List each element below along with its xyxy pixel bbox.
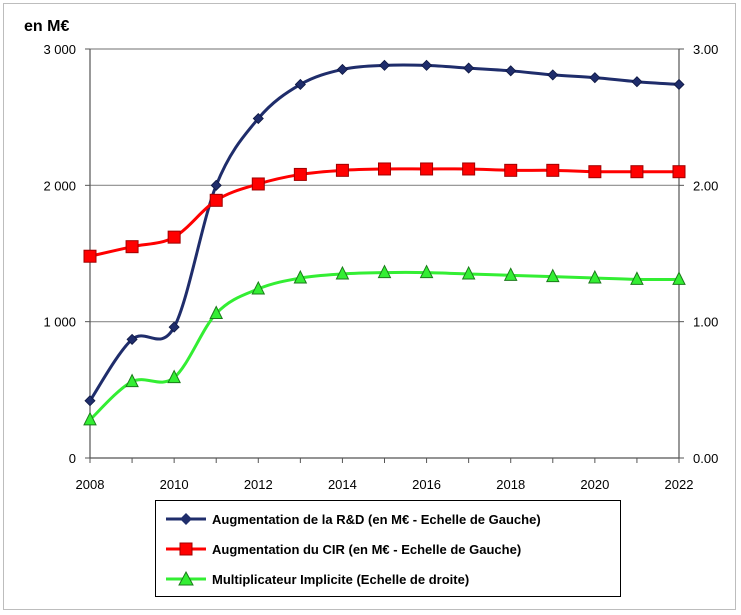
legend-item-rd: Augmentation de la R&D (en M€ - Echelle …	[164, 509, 541, 529]
legend-label-cir: Augmentation du CIR (en M€ - Echelle de …	[212, 541, 522, 557]
x-tick-label: 2022	[665, 477, 694, 492]
y-axis-unit-label: en M€	[24, 18, 70, 35]
data-point-rd	[168, 321, 180, 333]
data-point-multiplier	[125, 373, 139, 388]
data-point-rd	[463, 62, 475, 74]
data-point-cir	[83, 249, 97, 263]
data-point-multiplier	[251, 280, 266, 295]
data-point-cir	[335, 163, 349, 177]
y-left-tick-label: 3 000	[43, 42, 76, 57]
series-line-multiplier	[88, 270, 680, 421]
legend-swatch-diamond-icon	[166, 513, 206, 525]
data-point-multiplier	[545, 268, 560, 283]
y-right-tick-label: 1.00	[693, 315, 718, 330]
data-point-cir	[588, 165, 602, 179]
data-point-rd	[84, 395, 96, 407]
data-point-rd	[336, 63, 348, 76]
legend-label-rd: Augmentation de la R&D (en M€ - Echelle …	[212, 511, 541, 527]
data-point-cir	[125, 240, 139, 254]
data-point-multiplier	[377, 264, 392, 279]
data-point-rd	[126, 333, 138, 345]
data-point-rd	[210, 179, 222, 191]
data-point-cir	[378, 162, 391, 176]
x-tick-label: 2012	[244, 477, 273, 492]
legend-item-multiplier: Multiplicateur Implicite (Echelle de dro…	[164, 569, 469, 589]
data-point-multiplier	[630, 271, 644, 285]
data-point-cir	[630, 165, 644, 179]
data-point-multiplier	[503, 267, 518, 281]
data-point-multiplier	[672, 271, 686, 285]
y-left-tick-label: 1 000	[43, 315, 76, 330]
data-point-multiplier	[293, 269, 308, 284]
data-point-rd	[421, 59, 433, 71]
legend: Augmentation de la R&D (en M€ - Echelle …	[155, 500, 621, 597]
legend-item-cir: Augmentation du CIR (en M€ - Echelle de …	[164, 539, 521, 559]
data-point-multiplier	[588, 269, 602, 284]
data-point-multiplier	[167, 369, 181, 384]
data-point-rd	[505, 65, 517, 77]
data-point-cir	[420, 162, 434, 176]
data-point-cir	[462, 162, 476, 176]
data-point-rd	[294, 78, 306, 91]
series-line-rd	[88, 63, 680, 402]
data-point-cir	[504, 163, 518, 177]
data-point-cir	[209, 193, 223, 207]
data-point-multiplier	[419, 264, 434, 279]
legend-swatch-triangle-icon	[166, 570, 206, 586]
legend-swatch-square-icon	[166, 542, 206, 556]
data-point-multiplier	[83, 411, 97, 426]
data-point-rd	[252, 112, 264, 125]
data-point-rd	[631, 76, 643, 88]
x-tick-label: 2008	[76, 477, 105, 492]
data-point-cir	[167, 230, 181, 244]
y-right-tick-label: 0.00	[693, 451, 718, 466]
data-point-multiplier	[461, 265, 476, 280]
x-tick-label: 2018	[496, 477, 525, 492]
y-right-tick-label: 3.00	[693, 42, 718, 57]
x-tick-label: 2014	[328, 477, 357, 492]
data-point-multiplier	[209, 305, 224, 319]
y-left-tick-label: 2 000	[43, 178, 76, 193]
data-point-cir	[251, 177, 265, 191]
data-point-multiplier	[335, 265, 350, 280]
data-point-rd	[673, 78, 685, 91]
x-tick-label: 2016	[412, 477, 441, 492]
x-tick-label: 2020	[580, 477, 609, 492]
legend-label-multiplier: Multiplicateur Implicite (Echelle de dro…	[212, 571, 470, 587]
data-point-cir	[672, 165, 686, 179]
data-point-cir	[293, 167, 307, 181]
y-right-tick-label: 2.00	[693, 178, 718, 193]
data-point-rd	[547, 69, 559, 81]
x-tick-label: 2010	[160, 477, 189, 492]
data-point-rd	[378, 59, 391, 71]
y-left-tick-label: 0	[69, 451, 76, 466]
data-point-rd	[589, 72, 601, 84]
data-point-cir	[546, 163, 560, 177]
